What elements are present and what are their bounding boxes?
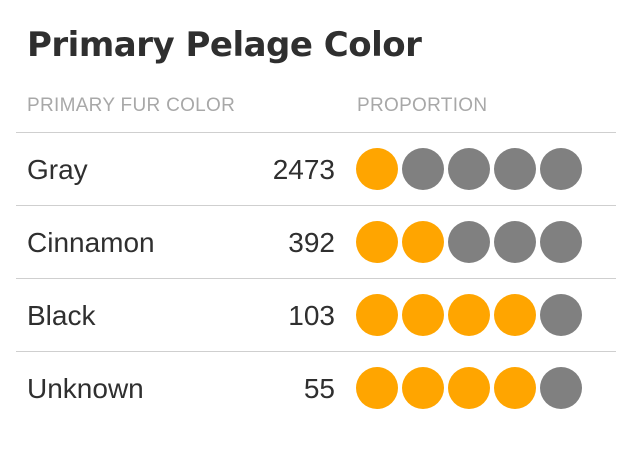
row-count: 55 bbox=[303, 373, 335, 404]
proportion-dot-filled bbox=[356, 367, 398, 409]
proportion-dot-filled bbox=[402, 294, 444, 336]
row-label: Unknown bbox=[27, 373, 144, 404]
table-row: Black 103 bbox=[16, 278, 616, 351]
proportion-dot-empty bbox=[494, 148, 536, 190]
proportion-dots bbox=[356, 294, 582, 336]
proportion-dot-filled bbox=[356, 148, 398, 190]
proportion-dot-empty bbox=[402, 148, 444, 190]
proportion-dot-empty bbox=[540, 221, 582, 263]
proportion-dot-empty bbox=[448, 148, 490, 190]
proportion-dots bbox=[356, 367, 582, 409]
table-row: Unknown 55 bbox=[16, 351, 616, 424]
proportion-dot-filled bbox=[402, 221, 444, 263]
proportion-dot-empty bbox=[540, 367, 582, 409]
proportion-dot-filled bbox=[494, 367, 536, 409]
proportion-dot-filled bbox=[356, 294, 398, 336]
column-header-proportion: PROPORTION bbox=[357, 95, 488, 116]
table-row: Gray 2473 bbox=[16, 132, 616, 205]
column-header-fur-color: PRIMARY FUR COLOR bbox=[27, 95, 236, 116]
proportion-dot-filled bbox=[448, 367, 490, 409]
proportion-dot-empty bbox=[448, 221, 490, 263]
proportion-dot-filled bbox=[448, 294, 490, 336]
chart-title: Primary Pelage Color bbox=[27, 25, 422, 65]
proportion-dot-filled bbox=[356, 221, 398, 263]
proportion-dot-empty bbox=[540, 148, 582, 190]
proportion-dot-empty bbox=[494, 221, 536, 263]
proportion-dot-empty bbox=[540, 294, 582, 336]
proportion-dot-filled bbox=[402, 367, 444, 409]
row-label: Cinnamon bbox=[27, 227, 155, 258]
fur-color-table: Gray 2473 Cinnamon 392 Black 103 Unknown… bbox=[16, 132, 616, 424]
proportion-dots bbox=[356, 221, 582, 263]
row-count: 2473 bbox=[272, 154, 335, 185]
table-row: Cinnamon 392 bbox=[16, 205, 616, 278]
proportion-dot-filled bbox=[494, 294, 536, 336]
row-count: 103 bbox=[288, 300, 335, 331]
row-label: Gray bbox=[27, 154, 88, 185]
proportion-dots bbox=[356, 148, 582, 190]
row-count: 392 bbox=[288, 227, 335, 258]
row-label: Black bbox=[27, 300, 96, 331]
